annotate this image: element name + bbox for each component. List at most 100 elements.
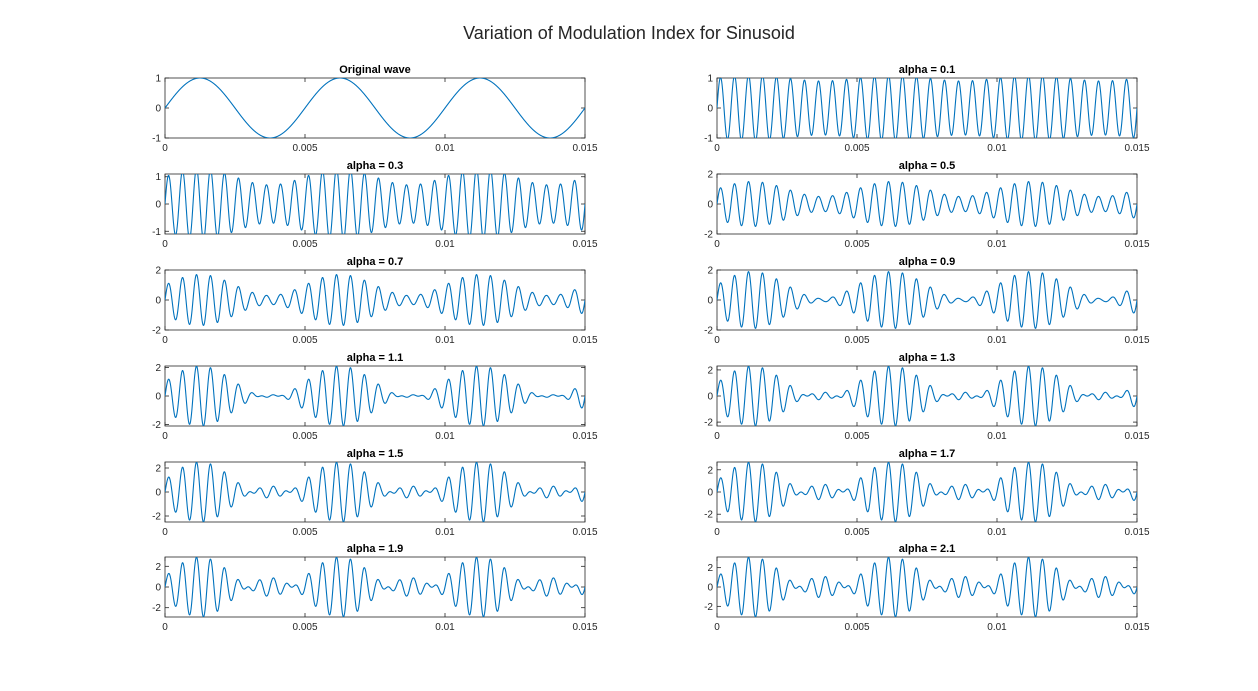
x-tick-label: 0 bbox=[714, 143, 720, 154]
y-tick-label: 0 bbox=[707, 296, 713, 307]
series-line bbox=[717, 180, 1137, 228]
y-tick-label: -1 bbox=[704, 134, 713, 145]
y-tick-label: 0 bbox=[707, 392, 713, 403]
x-tick-label: 0.015 bbox=[572, 143, 597, 154]
x-tick-label: 0.01 bbox=[435, 335, 455, 346]
series-line bbox=[165, 274, 585, 326]
x-tick-label: 0.015 bbox=[572, 622, 597, 633]
y-tick-label: -2 bbox=[152, 326, 161, 337]
subplot-title: alpha = 0.7 bbox=[347, 256, 404, 268]
x-tick-label: 0.015 bbox=[572, 527, 597, 538]
x-tick-label: 0.005 bbox=[844, 239, 869, 250]
subplot-title: alpha = 1.9 bbox=[347, 543, 404, 555]
series-line bbox=[165, 366, 585, 426]
subplot-title: alpha = 1.3 bbox=[899, 352, 956, 364]
x-tick-label: 0 bbox=[162, 527, 168, 538]
y-tick-label: -2 bbox=[704, 602, 713, 613]
series-line bbox=[717, 366, 1137, 426]
y-tick-label: -2 bbox=[152, 603, 161, 614]
y-tick-label: -2 bbox=[704, 230, 713, 241]
y-tick-label: 0 bbox=[155, 392, 161, 403]
y-tick-label: 0 bbox=[707, 104, 713, 115]
y-tick-label: -2 bbox=[704, 510, 713, 521]
x-tick-label: 0.015 bbox=[1124, 143, 1149, 154]
x-tick-label: 0.015 bbox=[1124, 239, 1149, 250]
x-tick-label: 0 bbox=[162, 335, 168, 346]
subplot-title: alpha = 1.5 bbox=[347, 448, 404, 460]
y-tick-label: 2 bbox=[707, 563, 713, 574]
figure-title: Variation of Modulation Index for Sinuso… bbox=[463, 23, 795, 43]
x-tick-label: 0.01 bbox=[435, 143, 455, 154]
series-line bbox=[165, 557, 585, 617]
x-tick-label: 0 bbox=[714, 527, 720, 538]
y-tick-label: 0 bbox=[155, 583, 161, 594]
x-tick-label: 0.015 bbox=[1124, 431, 1149, 442]
y-tick-label: -2 bbox=[704, 326, 713, 337]
x-tick-label: 0.015 bbox=[1124, 527, 1149, 538]
x-tick-label: 0.005 bbox=[292, 431, 317, 442]
x-tick-label: 0.005 bbox=[292, 622, 317, 633]
x-tick-label: 0.005 bbox=[844, 622, 869, 633]
y-tick-label: -1 bbox=[152, 227, 161, 238]
x-tick-label: 0.005 bbox=[292, 335, 317, 346]
y-tick-label: -2 bbox=[152, 420, 161, 431]
x-tick-label: 0.01 bbox=[435, 431, 455, 442]
x-tick-label: 0 bbox=[162, 431, 168, 442]
x-tick-label: 0.005 bbox=[292, 143, 317, 154]
subplot-title: alpha = 1.1 bbox=[347, 352, 404, 364]
x-tick-label: 0.01 bbox=[987, 431, 1007, 442]
y-tick-label: -1 bbox=[152, 134, 161, 145]
x-tick-label: 0.015 bbox=[572, 239, 597, 250]
subplot-title: alpha = 0.5 bbox=[899, 160, 956, 172]
x-tick-label: 0.01 bbox=[435, 239, 455, 250]
y-tick-label: 0 bbox=[155, 488, 161, 499]
x-tick-label: 0.005 bbox=[844, 143, 869, 154]
y-tick-label: 0 bbox=[707, 200, 713, 211]
y-tick-label: -2 bbox=[704, 418, 713, 429]
x-tick-label: 0 bbox=[162, 143, 168, 154]
y-tick-label: 0 bbox=[155, 104, 161, 115]
x-tick-label: 0.005 bbox=[844, 335, 869, 346]
x-tick-label: 0.015 bbox=[572, 431, 597, 442]
y-tick-label: 2 bbox=[155, 266, 161, 277]
x-tick-label: 0 bbox=[714, 335, 720, 346]
subplot-title: alpha = 0.3 bbox=[347, 160, 404, 172]
x-tick-label: 0.01 bbox=[435, 527, 455, 538]
y-tick-label: 2 bbox=[155, 363, 161, 374]
y-tick-label: 0 bbox=[155, 296, 161, 307]
series-line bbox=[717, 78, 1137, 138]
y-tick-label: 2 bbox=[707, 365, 713, 376]
x-tick-label: 0 bbox=[714, 239, 720, 250]
y-tick-label: 2 bbox=[707, 170, 713, 181]
x-tick-label: 0 bbox=[714, 622, 720, 633]
series-line bbox=[717, 557, 1137, 617]
y-tick-label: 0 bbox=[155, 200, 161, 211]
y-tick-label: -2 bbox=[152, 512, 161, 523]
y-tick-label: 2 bbox=[155, 562, 161, 573]
series-line bbox=[717, 271, 1137, 329]
series-line bbox=[165, 78, 585, 138]
x-tick-label: 0.005 bbox=[292, 239, 317, 250]
series-line bbox=[165, 462, 585, 522]
x-tick-label: 0 bbox=[162, 239, 168, 250]
subplot-title: alpha = 1.7 bbox=[899, 448, 956, 460]
x-tick-label: 0.015 bbox=[1124, 335, 1149, 346]
series-line bbox=[717, 462, 1137, 522]
x-tick-label: 0 bbox=[714, 431, 720, 442]
x-tick-label: 0.01 bbox=[987, 143, 1007, 154]
y-tick-label: 1 bbox=[155, 172, 161, 183]
series-line bbox=[165, 174, 585, 234]
x-tick-label: 0.015 bbox=[572, 335, 597, 346]
x-tick-label: 0.005 bbox=[844, 431, 869, 442]
y-tick-label: 1 bbox=[155, 74, 161, 85]
